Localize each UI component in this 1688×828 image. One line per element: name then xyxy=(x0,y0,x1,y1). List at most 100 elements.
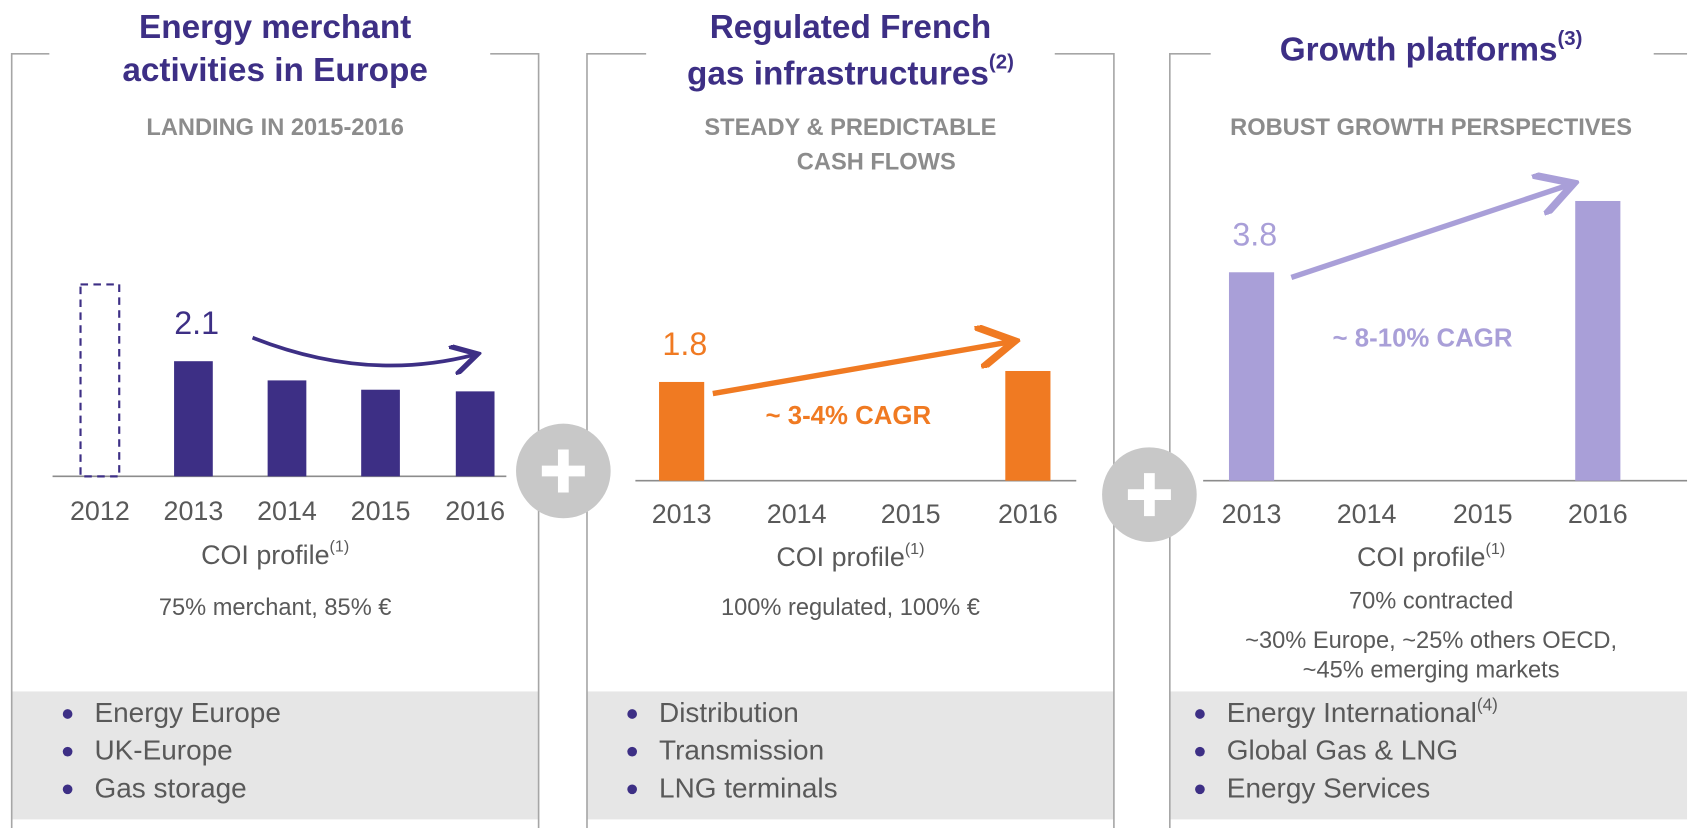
value-label: 2.1 xyxy=(174,305,219,341)
x-axis-label: COI profile(1) xyxy=(1357,540,1505,572)
panel-subtitle-text: LANDING IN 2015-2016 xyxy=(146,115,404,141)
bar xyxy=(455,391,495,477)
value-label: 1.8 xyxy=(662,326,707,362)
note: ~30% Europe, ~25% others OECD, xyxy=(1245,628,1617,654)
x-axis-label-note: (1) xyxy=(905,540,925,558)
x-axis-label: COI profile(1) xyxy=(201,538,349,570)
bullet-text: UK-Europe xyxy=(94,735,232,766)
annotation: ~ 8-10% CAGR xyxy=(1333,325,1513,353)
bar xyxy=(267,380,307,477)
bullet-dot xyxy=(627,784,637,795)
bullet: Global Gas & LNG xyxy=(1227,735,1458,766)
bar xyxy=(1575,200,1621,481)
x-tick-label: 2013 xyxy=(164,496,224,526)
panel-subtitle-text: ROBUST GROWTH PERSPECTIVES xyxy=(1230,115,1632,141)
trend-arrow xyxy=(712,342,1010,397)
bar xyxy=(1228,272,1275,481)
x-tick-label: 2013 xyxy=(1222,499,1282,529)
bullet-dot xyxy=(62,709,73,719)
arrows xyxy=(251,185,1569,397)
plus-sign xyxy=(541,449,585,493)
bullet-text: Energy Europe xyxy=(94,697,280,728)
x-tick-label: 2016 xyxy=(1568,499,1628,529)
annotation: ~ 3-4% CAGR xyxy=(766,402,932,430)
bullet-bands xyxy=(11,691,1688,820)
bullet: LNG terminals xyxy=(659,773,838,804)
panel-title: gas infrastructures(2) xyxy=(687,52,1014,92)
x-tick-label: 2012 xyxy=(70,496,130,526)
band xyxy=(11,691,539,820)
note: ~45% emerging markets xyxy=(1303,657,1560,683)
bar xyxy=(79,283,121,478)
bullet-dot xyxy=(62,746,73,757)
trend-arrow xyxy=(251,335,475,366)
bar xyxy=(361,389,400,477)
frame xyxy=(10,52,540,828)
bullet-text: LNG terminals xyxy=(659,773,838,804)
plus-sign xyxy=(1127,473,1171,517)
panel-subtitle-text: STEADY & PREDICTABLE xyxy=(704,115,996,141)
panel-subtitle: LANDING IN 2015-2016 xyxy=(146,115,404,141)
x-axis-label-text: COI profile xyxy=(201,540,329,570)
bullet: Energy International(4) xyxy=(1227,694,1498,729)
value-label: 3.8 xyxy=(1232,216,1277,252)
panel-title: activities in Europe xyxy=(122,52,428,89)
bullet: UK-Europe xyxy=(94,735,232,766)
frame xyxy=(586,52,1115,828)
bullet: Distribution xyxy=(659,697,799,728)
bullet-text: Gas storage xyxy=(94,773,246,804)
bullet-dot xyxy=(1195,746,1205,757)
panel-title-text: Energy merchant xyxy=(139,9,411,46)
x-tick-label: 2016 xyxy=(445,496,505,526)
panel-subtitle: STEADY & PREDICTABLE xyxy=(704,115,996,141)
x-axis-label-note: (1) xyxy=(330,538,350,556)
bullet-text: Distribution xyxy=(659,697,799,728)
bullet-text: Transmission xyxy=(659,735,824,766)
panel-subtitle: ROBUST GROWTH PERSPECTIVES xyxy=(1230,115,1632,141)
bullet-note: (4) xyxy=(1477,694,1498,714)
bullet-dot xyxy=(1195,709,1205,719)
panel-title-text: activities in Europe xyxy=(122,52,428,89)
bar xyxy=(1005,370,1051,481)
panel-title: Energy merchant xyxy=(139,9,411,46)
bullet-text: Global Gas & LNG xyxy=(1227,735,1458,766)
panel-title: Growth platforms(3) xyxy=(1280,28,1583,68)
panel-subtitle: CASH FLOWS xyxy=(797,150,956,176)
x-tick-label: 2014 xyxy=(1337,499,1397,529)
frames xyxy=(10,52,1688,828)
x-axis-label-text: COI profile xyxy=(776,542,904,572)
frame xyxy=(1169,52,1688,828)
band xyxy=(586,691,1114,820)
bar xyxy=(174,361,213,477)
x-tick-label: 2016 xyxy=(998,499,1058,529)
panel-title-text: Regulated French xyxy=(710,9,991,46)
x-tick-label: 2015 xyxy=(1453,499,1513,529)
note: 75% merchant, 85% € xyxy=(159,595,392,621)
x-tick-label: 2014 xyxy=(767,499,827,529)
note: 70% contracted xyxy=(1349,588,1513,614)
panel-title-text: Growth platforms xyxy=(1280,31,1558,68)
panel-subtitle-text: CASH FLOWS xyxy=(797,150,956,176)
bullet-dot xyxy=(627,709,637,719)
panel-title-note: (2) xyxy=(989,52,1014,74)
x-axis-label-text: COI profile xyxy=(1357,542,1485,572)
band xyxy=(1169,691,1688,820)
trend-arrow xyxy=(1290,185,1568,280)
bullet: Energy Services xyxy=(1227,773,1430,804)
x-tick-label: 2013 xyxy=(652,499,712,529)
bar xyxy=(659,381,705,481)
bullet: Gas storage xyxy=(94,773,246,804)
x-tick-label: 2015 xyxy=(351,496,411,526)
bullet-text: Energy Services xyxy=(1227,773,1430,804)
bullet-text: Energy International xyxy=(1227,697,1477,728)
panel-title-text: gas infrastructures xyxy=(687,55,989,92)
plus-icons xyxy=(516,423,1197,542)
panel-title: Regulated French xyxy=(710,9,991,46)
bullet-dot xyxy=(627,746,637,757)
bullet-dot xyxy=(62,784,73,795)
bullet: Transmission xyxy=(659,735,824,766)
x-axis-label-note: (1) xyxy=(1486,540,1506,558)
bullet: Energy Europe xyxy=(94,697,280,728)
note: 100% regulated, 100% € xyxy=(721,595,980,621)
